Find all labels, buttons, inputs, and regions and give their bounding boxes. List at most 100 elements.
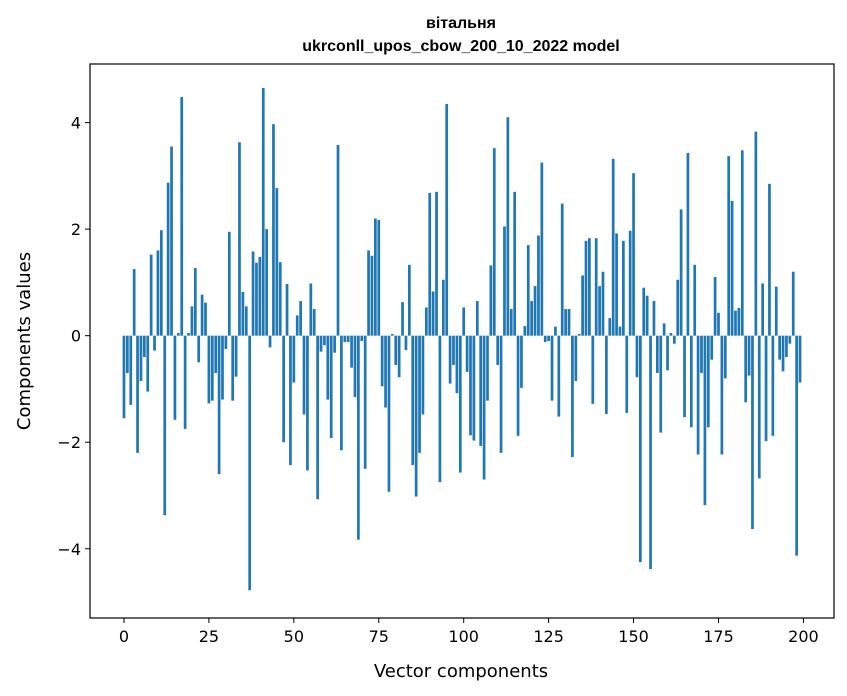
bar	[581, 275, 584, 336]
y-axis-label: Components values	[14, 252, 35, 430]
bar	[713, 277, 717, 336]
bar	[357, 335, 360, 540]
bar	[187, 333, 190, 336]
bar	[798, 335, 802, 383]
bar	[316, 335, 319, 500]
bar	[598, 286, 601, 336]
bar	[452, 335, 455, 365]
bar	[319, 335, 323, 352]
bar	[414, 335, 418, 497]
x-axis-ticks: 0 25 50 75 100 125 150 175 200	[119, 618, 819, 646]
bar	[472, 335, 476, 441]
bar	[557, 335, 561, 417]
bar	[696, 335, 700, 455]
bar	[533, 286, 537, 336]
bar	[594, 238, 598, 336]
bar	[513, 191, 517, 336]
bar	[391, 334, 394, 336]
bar	[309, 283, 313, 336]
bar	[346, 335, 350, 343]
x-tick-label: 175	[703, 627, 734, 646]
bar	[689, 335, 693, 428]
bar	[445, 103, 449, 336]
bar	[428, 192, 432, 336]
bar	[132, 269, 136, 336]
bar	[153, 335, 156, 351]
bar	[469, 335, 472, 436]
bar	[421, 335, 425, 415]
bar	[431, 291, 435, 336]
bar	[560, 203, 564, 336]
bar	[751, 335, 754, 530]
bar	[479, 335, 483, 446]
bar	[554, 326, 557, 336]
bar	[448, 335, 452, 384]
bar	[768, 183, 771, 336]
bar	[261, 87, 265, 336]
bar	[224, 335, 228, 349]
bar	[221, 335, 224, 400]
bar	[136, 335, 139, 453]
bar	[299, 301, 302, 336]
bar	[241, 291, 245, 336]
bar	[387, 335, 391, 492]
bar	[628, 230, 632, 336]
bar	[737, 307, 741, 336]
bar	[397, 335, 401, 378]
bar	[374, 218, 377, 336]
bar	[363, 335, 367, 469]
bar	[441, 279, 445, 336]
bar	[530, 301, 533, 336]
x-tick-label: 200	[788, 627, 819, 646]
bar	[679, 209, 683, 336]
bar	[129, 335, 133, 405]
bar	[700, 335, 703, 373]
bar	[747, 335, 751, 376]
bar	[401, 302, 404, 336]
bar	[577, 334, 581, 336]
bar	[645, 295, 649, 336]
bar	[302, 335, 306, 415]
bar	[791, 271, 795, 336]
bar	[652, 301, 656, 336]
bar	[370, 255, 374, 336]
bar	[771, 335, 775, 436]
bar	[574, 335, 578, 381]
bar	[489, 265, 493, 336]
bar	[323, 335, 326, 346]
bar	[499, 335, 503, 453]
bar	[564, 309, 567, 336]
bar	[360, 335, 364, 341]
bar	[407, 264, 411, 336]
bar	[170, 146, 173, 336]
bar	[268, 335, 272, 348]
bar	[200, 294, 204, 336]
bar	[492, 148, 496, 336]
bar	[143, 335, 146, 357]
bar	[710, 335, 714, 360]
bar	[601, 271, 605, 336]
bar	[210, 335, 214, 401]
bar	[278, 262, 282, 336]
bar	[761, 283, 765, 336]
bar	[486, 335, 489, 401]
bar	[781, 335, 785, 372]
bar	[649, 335, 652, 569]
bar	[785, 335, 788, 357]
bar	[635, 335, 639, 378]
bar	[462, 307, 466, 336]
bar	[537, 235, 540, 336]
bar	[744, 335, 748, 403]
x-tick-label: 100	[448, 627, 479, 646]
bar	[730, 200, 734, 336]
bar	[672, 335, 676, 344]
bar	[159, 230, 163, 336]
bar	[591, 335, 595, 404]
bar	[193, 268, 197, 336]
bar	[778, 335, 781, 360]
bar	[227, 231, 231, 336]
bar	[197, 335, 201, 363]
bar	[509, 309, 513, 336]
bar	[496, 335, 500, 365]
